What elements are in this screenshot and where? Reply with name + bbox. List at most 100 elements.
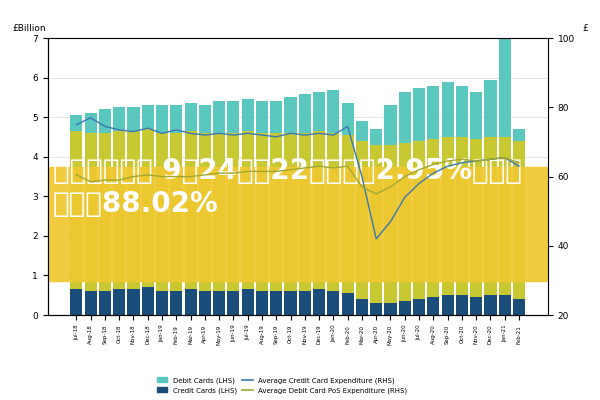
Bar (341, 293, 354, 315)
Bar (484, 80, 497, 137)
Bar (484, 137, 497, 295)
Bar (156, 105, 168, 133)
Bar (213, 291, 225, 315)
Bar (341, 135, 354, 293)
Bar (356, 121, 368, 141)
Bar (256, 102, 268, 133)
Bar (499, 137, 511, 295)
Bar (127, 107, 140, 131)
Bar (499, 36, 511, 137)
Bar (170, 133, 182, 291)
Text: £Billion: £Billion (13, 24, 46, 33)
Text: £: £ (582, 24, 588, 33)
Bar (385, 303, 397, 315)
Bar (199, 105, 211, 133)
Bar (85, 133, 97, 291)
Bar (227, 291, 239, 315)
Bar (185, 131, 197, 289)
Bar (70, 131, 82, 289)
Bar (142, 129, 154, 287)
Bar (385, 145, 397, 303)
Bar (284, 98, 296, 133)
Bar (313, 131, 325, 289)
Bar (328, 291, 340, 315)
Bar (470, 297, 482, 315)
Bar (213, 133, 225, 291)
Bar (328, 133, 340, 291)
Bar (370, 129, 382, 145)
Bar (170, 105, 182, 133)
Bar (470, 139, 482, 297)
Bar (199, 291, 211, 315)
Bar (413, 299, 425, 315)
Bar (113, 131, 125, 289)
Bar (398, 301, 411, 315)
Bar (47, 167, 548, 282)
Bar (99, 291, 111, 315)
Bar (142, 287, 154, 315)
Bar (85, 291, 97, 315)
Bar (185, 104, 197, 131)
Bar (142, 105, 154, 129)
Bar (70, 115, 82, 131)
Bar (227, 133, 239, 291)
Text: 股票配资如何 9月24日逐22转债上涨2.95%，转股
溢价率88.02%: 股票配资如何 9月24日逐22转债上涨2.95%，转股 溢价率88.02% (53, 158, 521, 218)
Bar (227, 102, 239, 133)
Bar (370, 303, 382, 315)
Bar (427, 86, 439, 139)
Bar (328, 90, 340, 133)
Bar (113, 107, 125, 131)
Bar (456, 295, 468, 315)
Bar (99, 109, 111, 133)
Bar (156, 133, 168, 291)
Bar (413, 141, 425, 299)
Bar (370, 145, 382, 303)
Bar (256, 133, 268, 291)
Bar (213, 102, 225, 133)
Bar (270, 133, 283, 291)
Bar (442, 82, 454, 137)
Bar (385, 105, 397, 145)
Bar (284, 133, 296, 291)
Bar (284, 291, 296, 315)
Bar (313, 92, 325, 131)
Bar (356, 141, 368, 299)
Bar (499, 295, 511, 315)
Bar (113, 289, 125, 315)
Bar (127, 289, 140, 315)
Bar (70, 289, 82, 315)
Bar (442, 137, 454, 295)
Bar (341, 104, 354, 135)
Bar (513, 299, 525, 315)
Bar (356, 299, 368, 315)
Bar (484, 295, 497, 315)
Bar (470, 92, 482, 139)
Bar (313, 289, 325, 315)
Bar (170, 291, 182, 315)
Bar (442, 295, 454, 315)
Bar (270, 291, 283, 315)
Bar (242, 131, 254, 289)
Bar (199, 133, 211, 291)
Bar (456, 137, 468, 295)
Bar (299, 291, 311, 315)
Bar (427, 297, 439, 315)
Bar (398, 92, 411, 143)
Bar (242, 289, 254, 315)
Legend: Debit Cards (LHS), Credit Cards (LHS), Average Credit Card Expenditure (RHS), Av: Debit Cards (LHS), Credit Cards (LHS), A… (154, 374, 410, 396)
Bar (456, 86, 468, 137)
Bar (127, 131, 140, 289)
Bar (513, 129, 525, 141)
Bar (513, 141, 525, 299)
Bar (299, 133, 311, 291)
Bar (85, 113, 97, 133)
Bar (185, 289, 197, 315)
Bar (256, 291, 268, 315)
Bar (413, 88, 425, 141)
Bar (270, 102, 283, 133)
Bar (156, 291, 168, 315)
Bar (99, 133, 111, 291)
Bar (398, 143, 411, 301)
Bar (242, 100, 254, 131)
Bar (299, 94, 311, 133)
